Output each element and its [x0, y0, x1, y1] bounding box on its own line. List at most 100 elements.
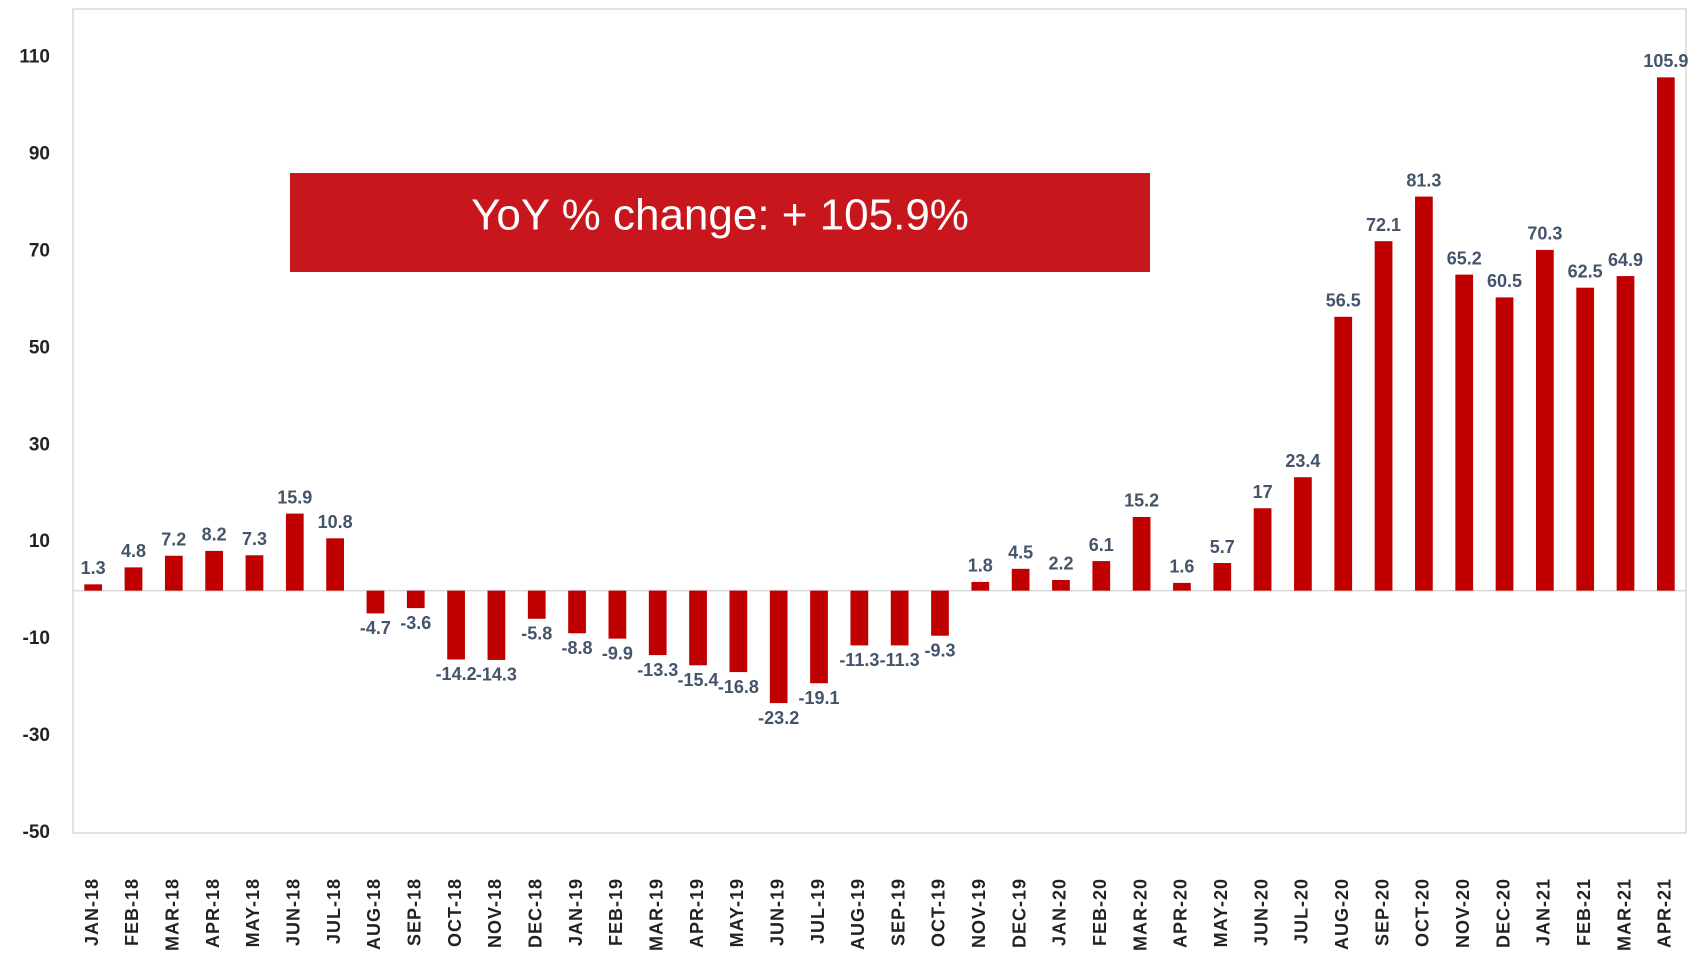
x-tick-label: SEP-18 — [405, 878, 425, 946]
value-label: 64.9 — [1608, 250, 1643, 270]
value-label: 81.3 — [1406, 170, 1441, 190]
bar — [164, 555, 183, 591]
value-label: 62.5 — [1568, 261, 1603, 281]
bar — [729, 590, 748, 673]
x-tick-label: DEC-18 — [525, 878, 545, 948]
x-tick-label: APR-20 — [1171, 878, 1191, 948]
annotation: YoY % change: + 105.9% — [471, 191, 969, 240]
bar — [1415, 196, 1433, 591]
bar — [84, 584, 103, 591]
x-tick-label: DEC-20 — [1493, 878, 1513, 948]
plot-border — [72, 8, 1687, 834]
value-label: -19.1 — [798, 688, 839, 708]
bar — [285, 513, 304, 591]
x-tick-label: DEC-19 — [1009, 878, 1029, 948]
value-label: 5.7 — [1210, 537, 1235, 557]
bar — [931, 590, 949, 636]
x-tick-label: APR-18 — [203, 878, 223, 948]
bar — [1576, 287, 1595, 591]
y-tick-label: 110 — [19, 46, 50, 67]
y-tick-label: 90 — [29, 143, 50, 164]
value-label: -13.3 — [637, 660, 678, 680]
value-label: 17 — [1253, 482, 1273, 502]
value-label: 6.1 — [1089, 535, 1114, 555]
x-tick-label: MAR-19 — [646, 878, 666, 951]
x-tick-label: OCT-19 — [929, 878, 949, 947]
x-tick-label: JUL-20 — [1292, 878, 1312, 944]
value-label: 1.3 — [81, 558, 106, 578]
bar — [1132, 516, 1151, 591]
bar — [447, 590, 465, 660]
x-tick-label: NOV-18 — [485, 878, 505, 948]
value-label: -4.7 — [360, 618, 391, 638]
value-label: -11.3 — [880, 650, 920, 670]
x-tick-label: JUL-18 — [324, 878, 344, 944]
value-label: 15.9 — [277, 487, 312, 507]
bar — [648, 590, 667, 656]
bar — [245, 555, 264, 591]
value-label: 1.8 — [968, 556, 993, 576]
x-tick-label: MAR-18 — [163, 878, 183, 951]
x-tick-label: SEP-20 — [1372, 878, 1392, 946]
value-label: -9.9 — [602, 643, 633, 663]
bar — [568, 590, 586, 634]
x-tick-label: SEP-19 — [888, 878, 908, 946]
x-tick-label: NOV-19 — [969, 878, 989, 948]
bar — [124, 567, 143, 591]
bar — [1455, 274, 1474, 591]
x-tick-label: MAY-18 — [243, 878, 263, 947]
value-label: -14.3 — [476, 665, 517, 685]
bar — [205, 550, 224, 591]
value-label: 1.6 — [1169, 557, 1194, 577]
x-tick-label: JAN-18 — [82, 878, 102, 946]
y-tick-label: 50 — [29, 337, 50, 358]
bar — [1092, 561, 1111, 591]
x-tick-label: AUG-20 — [1332, 878, 1352, 950]
value-label: 4.8 — [121, 541, 146, 561]
value-label: 2.2 — [1048, 554, 1073, 574]
annotation-box — [290, 173, 1150, 272]
bar — [1213, 563, 1232, 591]
bar — [1495, 297, 1514, 591]
value-label: -11.3 — [839, 650, 879, 670]
value-label: 7.2 — [161, 529, 186, 549]
x-tick-label: APR-19 — [687, 878, 707, 948]
x-tick-label: MAR-21 — [1614, 878, 1634, 951]
x-tick-label: AUG-18 — [364, 878, 384, 950]
value-label: 105.9 — [1643, 51, 1688, 71]
x-tick-label: AUG-19 — [848, 878, 868, 950]
x-tick-label: APR-21 — [1655, 878, 1675, 948]
x-tick-label: JUN-19 — [767, 878, 787, 946]
bar — [1011, 568, 1030, 591]
value-label: -14.2 — [436, 664, 477, 684]
bar — [850, 590, 869, 646]
value-label: -8.8 — [562, 638, 593, 658]
bar — [1294, 477, 1312, 591]
x-tick-label: JUN-18 — [284, 878, 304, 946]
x-tick-label: MAY-19 — [727, 878, 747, 947]
bar — [1253, 508, 1272, 591]
x-tick-label: OCT-20 — [1413, 878, 1433, 947]
x-tick-label: FEB-20 — [1090, 878, 1110, 946]
value-label: 56.5 — [1326, 291, 1361, 311]
bar — [326, 538, 344, 591]
x-tick-label: FEB-19 — [606, 878, 626, 946]
bar — [769, 590, 788, 704]
bar — [608, 590, 627, 639]
bar — [1535, 249, 1554, 591]
bar — [971, 581, 990, 591]
y-tick-label: -50 — [23, 822, 50, 843]
x-tick-label: MAR-20 — [1130, 878, 1150, 951]
value-label: -3.6 — [400, 613, 431, 633]
bar — [689, 590, 707, 666]
x-tick-label: OCT-18 — [445, 878, 465, 947]
bar — [890, 590, 909, 646]
bar — [527, 590, 546, 619]
value-label: 8.2 — [202, 525, 227, 545]
y-tick-label: 30 — [29, 434, 50, 455]
bar — [1052, 579, 1070, 591]
x-tick-label: JUN-20 — [1251, 878, 1271, 946]
value-label: 72.1 — [1366, 215, 1401, 235]
value-label: 70.3 — [1527, 224, 1562, 244]
value-label: 65.2 — [1447, 248, 1482, 268]
